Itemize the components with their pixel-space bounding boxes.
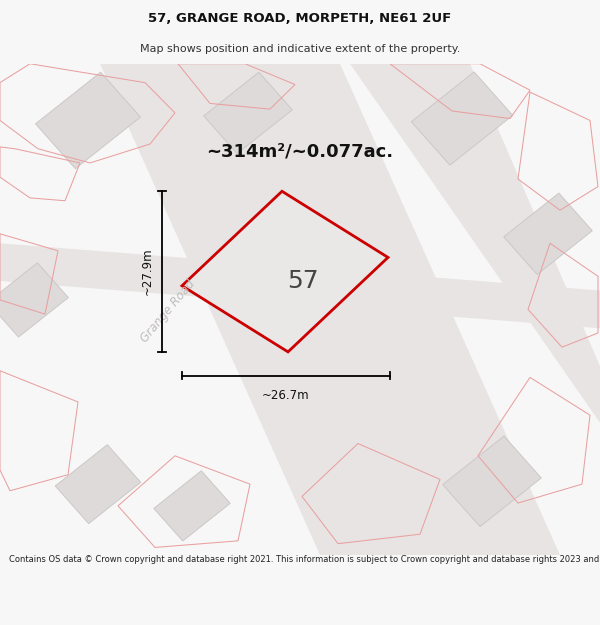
Polygon shape [100,64,450,555]
Text: 57, GRANGE ROAD, MORPETH, NE61 2UF: 57, GRANGE ROAD, MORPETH, NE61 2UF [148,12,452,25]
Polygon shape [220,64,560,555]
Polygon shape [350,64,600,423]
Polygon shape [35,72,140,169]
Text: Map shows position and indicative extent of the property.: Map shows position and indicative extent… [140,44,460,54]
Text: 57: 57 [287,269,319,293]
Text: ~26.7m: ~26.7m [262,389,310,402]
Text: ~314m²/~0.077ac.: ~314m²/~0.077ac. [206,142,394,160]
Polygon shape [204,72,292,154]
Polygon shape [443,436,541,527]
Polygon shape [504,193,592,274]
Polygon shape [55,444,141,524]
Polygon shape [0,243,600,328]
Text: Contains OS data © Crown copyright and database right 2021. This information is : Contains OS data © Crown copyright and d… [9,555,600,564]
Polygon shape [0,263,68,337]
Polygon shape [154,471,230,541]
Polygon shape [182,191,388,352]
Text: Grange Road: Grange Road [138,278,198,345]
Polygon shape [412,72,512,165]
Text: ~27.9m: ~27.9m [141,248,154,296]
